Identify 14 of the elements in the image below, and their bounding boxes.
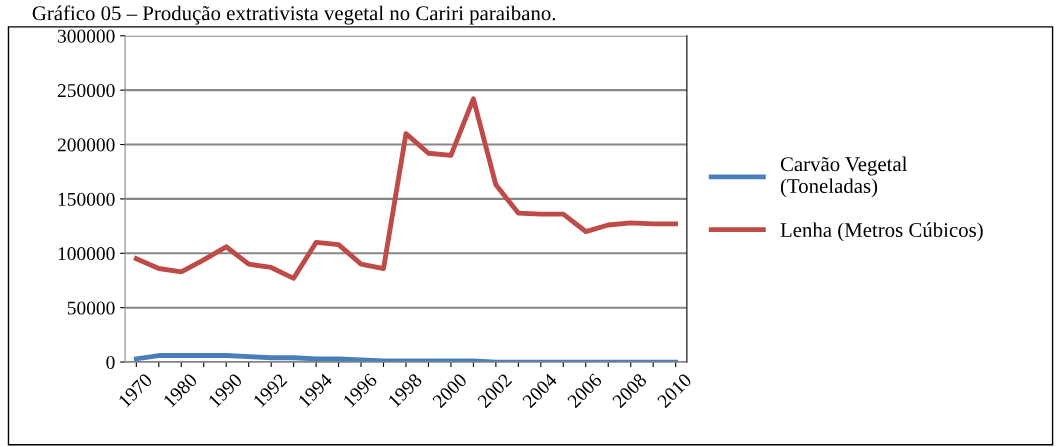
- legend-label: Carvão Vegetal (Toneladas): [780, 156, 908, 198]
- y-tick-label: 200000: [57, 138, 115, 152]
- x-tick-label: 1980: [162, 372, 198, 408]
- legend-label: Lenha (Metros Cúbicos): [780, 222, 983, 242]
- y-tick-label: 250000: [57, 83, 115, 98]
- y-tick-label: 50000: [67, 301, 115, 315]
- y-tick-label: 300000: [57, 29, 115, 43]
- y-tick-label: 150000: [58, 192, 115, 206]
- y-tick-label: 100000: [58, 247, 115, 261]
- y-tick-label: 0: [106, 355, 115, 370]
- line-series: [133, 96, 679, 281]
- x-tick-label: 1990: [207, 372, 243, 408]
- line-series: [133, 353, 679, 363]
- chart-title: Gráfico 05 – Produção extrativista vegetal no Cariri paraibano.: [32, 5, 556, 25]
